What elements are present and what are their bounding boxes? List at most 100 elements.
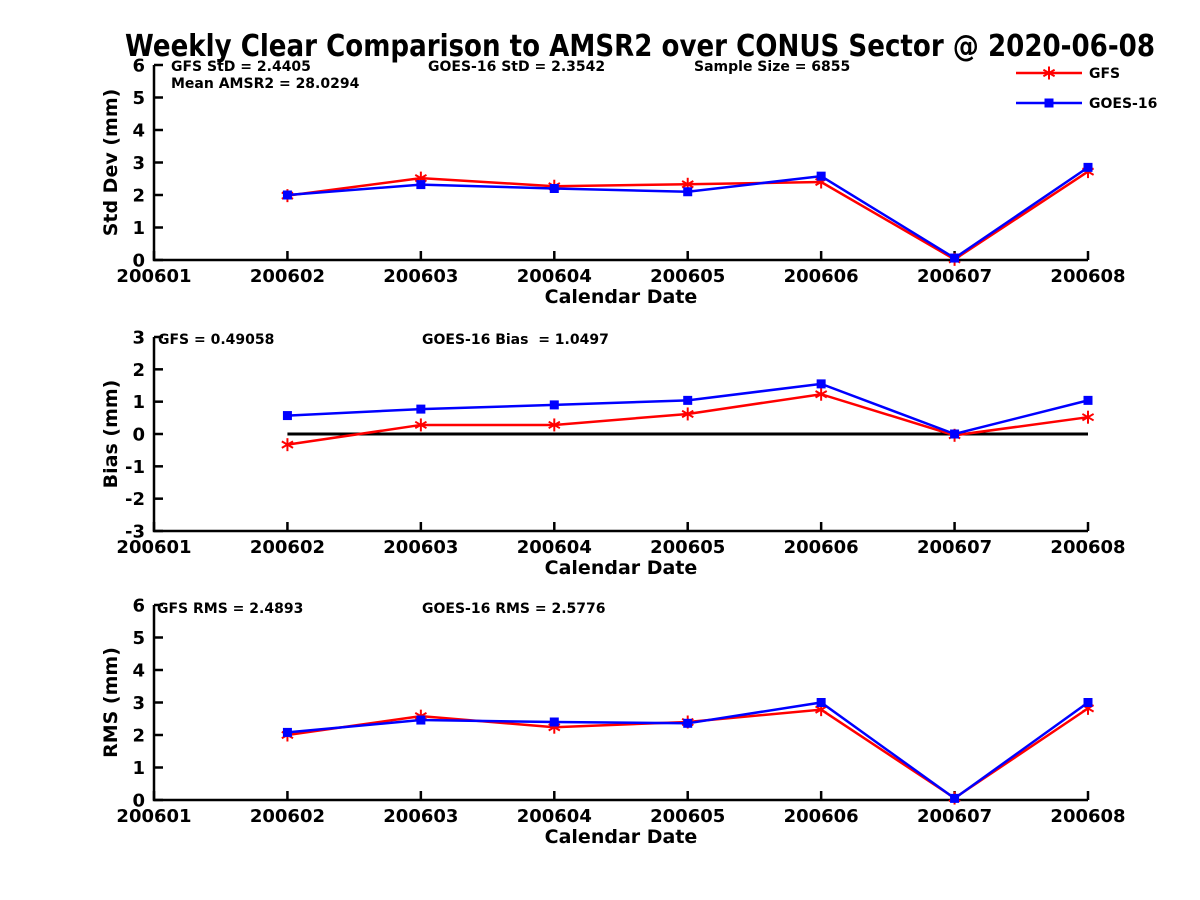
- square-marker: [1083, 395, 1093, 405]
- x-axis-label: Calendar Date: [545, 286, 698, 308]
- x-tick-label: 200608: [1050, 266, 1125, 287]
- square-marker: [549, 717, 559, 727]
- x-tick-label: 200607: [917, 266, 992, 287]
- asterisk-marker: [681, 407, 694, 421]
- y-tick-label: 3: [132, 328, 145, 349]
- ticks-and-labels: 0 1 2 3 4 5 6 200601 200602 200603 200604 200605 200…: [116, 56, 1125, 288]
- x-tick-label: 200603: [383, 806, 458, 827]
- square-marker: [282, 411, 292, 421]
- x-tick-label: 200606: [784, 537, 859, 558]
- y-tick-label: 4: [132, 661, 145, 682]
- stat-annotation: Sample Size = 6855: [694, 59, 850, 75]
- y-tick-label: 0: [132, 251, 145, 272]
- stat-annotation: Mean AMSR2 = 28.0294: [171, 76, 360, 92]
- asterisk-marker: [414, 418, 427, 432]
- square-marker: [950, 793, 960, 803]
- square-marker: [549, 184, 559, 193]
- y-tick-label: 1: [132, 392, 145, 413]
- x-axis-label: Calendar Date: [545, 826, 698, 848]
- y-tick-label: 2: [132, 186, 145, 207]
- square-marker: [816, 171, 826, 181]
- y-tick-label: 1: [132, 218, 145, 239]
- x-tick-label: 200601: [116, 806, 191, 827]
- series-goes-16: [282, 162, 1093, 263]
- stat-annotation: GOES-16 StD = 2.3542: [428, 59, 605, 75]
- y-tick-label: 3: [132, 153, 145, 174]
- asterisk-marker: [281, 438, 294, 452]
- y-tick-label: -1: [125, 457, 145, 478]
- square-marker: [683, 395, 693, 405]
- y-tick-label: 0: [132, 791, 145, 812]
- legend-label: GFS: [1089, 66, 1120, 82]
- x-tick-label: 200601: [116, 266, 191, 287]
- x-tick-label: 200608: [1050, 537, 1125, 558]
- x-tick-label: 200602: [250, 806, 325, 827]
- x-tick-label: 200607: [917, 537, 992, 558]
- y-tick-label: 6: [132, 56, 145, 77]
- stat-annotation: GOES-16 Bias = 1.0497: [422, 332, 609, 348]
- ticks-and-labels: 0 1 2 3 4 5 6 200601 200602 200603 200604 200605 200…: [116, 596, 1125, 828]
- x-tick-label: 200606: [784, 266, 859, 287]
- asterisk-marker: [548, 418, 561, 432]
- asterisk-marker: [815, 387, 828, 401]
- plot-stddev: 0 1 2 3 4 5 6 200601 200602 200603 200604 200605 200…: [100, 56, 1126, 309]
- square-marker: [683, 187, 693, 197]
- y-axis-label: RMS (mm): [100, 647, 122, 758]
- x-tick-label: 200603: [383, 537, 458, 558]
- stat-annotation: GOES-16 RMS = 2.5776: [422, 601, 606, 617]
- plot-rms: 0 1 2 3 4 5 6 200601 200602 200603 200604 200605 200…: [100, 596, 1126, 849]
- x-tick-label: 200607: [917, 806, 992, 827]
- ticks-and-labels: -3 -2 -1 0 1 2 3 200601 200602 200603 200604 200605…: [116, 328, 1125, 559]
- legend-item-goes-16: GOES-16: [1016, 96, 1157, 112]
- y-tick-label: -3: [125, 522, 145, 543]
- square-marker: [816, 698, 826, 707]
- square-marker: [416, 715, 426, 725]
- square-marker: [950, 253, 960, 263]
- square-marker: [549, 400, 559, 410]
- stat-annotation: GFS RMS = 2.4893: [157, 601, 303, 617]
- square-marker: [816, 379, 826, 389]
- legend-item-gfs: GFS: [1016, 66, 1120, 82]
- x-tick-label: 200602: [250, 537, 325, 558]
- square-marker: [416, 404, 426, 414]
- series-goes-16: [282, 379, 1093, 439]
- square-marker: [282, 190, 292, 200]
- y-tick-label: 1: [132, 758, 145, 779]
- square-marker: [416, 180, 426, 190]
- y-tick-label: 0: [132, 425, 145, 446]
- y-axis-label: Bias (mm): [100, 380, 122, 489]
- square-marker: [683, 718, 693, 728]
- square-marker: [1044, 98, 1054, 108]
- x-axis-label: Calendar Date: [545, 557, 698, 579]
- asterisk-marker: [1042, 66, 1056, 80]
- legend-label: GOES-16: [1089, 96, 1157, 112]
- y-tick-label: 2: [132, 726, 145, 747]
- y-tick-label: 5: [132, 628, 145, 649]
- square-marker: [1083, 162, 1093, 172]
- y-tick-label: 2: [132, 360, 145, 381]
- x-tick-label: 200605: [650, 806, 725, 827]
- x-tick-label: 200604: [517, 266, 592, 287]
- y-tick-label: 6: [132, 596, 145, 617]
- x-tick-label: 200605: [650, 537, 725, 558]
- chart-title: Weekly Clear Comparison to AMSR2 over CO…: [125, 29, 1155, 64]
- stat-annotation: GFS = 0.49058: [158, 332, 274, 348]
- x-tick-label: 200604: [517, 537, 592, 558]
- series-goes-16: [282, 698, 1093, 803]
- asterisk-marker: [1081, 410, 1095, 424]
- x-tick-label: 200608: [1050, 806, 1125, 827]
- square-marker: [282, 727, 292, 737]
- x-tick-label: 200606: [784, 806, 859, 827]
- square-marker: [1083, 698, 1093, 707]
- x-tick-label: 200603: [383, 266, 458, 287]
- legend: GFS GOES-16: [1016, 66, 1157, 112]
- x-tick-label: 200604: [517, 806, 592, 827]
- x-tick-label: 200605: [650, 266, 725, 287]
- x-tick-label: 200602: [250, 266, 325, 287]
- stat-annotation: GFS StD = 2.4405: [171, 59, 311, 75]
- y-tick-label: 4: [132, 121, 145, 142]
